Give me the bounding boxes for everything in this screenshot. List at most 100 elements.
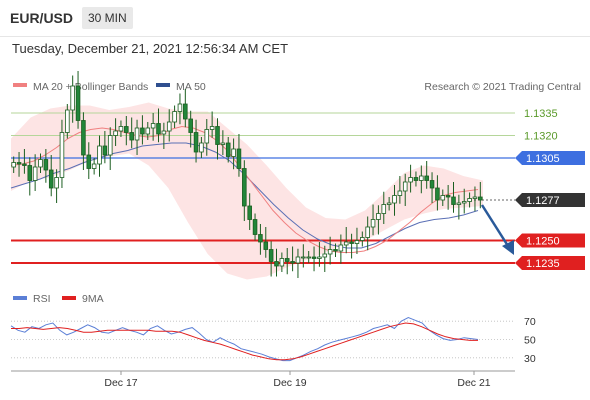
candle-body <box>145 127 151 135</box>
credit-text: Research © 2021 Trading Central <box>424 81 581 93</box>
candle-body <box>338 244 344 252</box>
candle-body <box>193 132 199 153</box>
candle-body <box>381 204 387 214</box>
candle-body <box>284 258 290 262</box>
ma20-legend-swatch <box>13 83 27 87</box>
candle-body <box>295 256 301 264</box>
candle-body <box>183 103 188 120</box>
candle-body <box>70 85 75 111</box>
timeframe-badge[interactable]: 30 MIN <box>82 7 133 29</box>
level-label-1.1235: 1.1235 <box>526 258 560 270</box>
candle-body <box>215 126 220 145</box>
candle-body <box>472 196 478 199</box>
candles <box>11 71 483 278</box>
candle-body <box>478 196 483 201</box>
rsi-series-9ma <box>11 322 478 361</box>
candle-body <box>290 261 295 264</box>
candle-body <box>333 249 338 252</box>
candle-body <box>16 162 22 165</box>
level-label-1.1250: 1.1250 <box>526 236 560 248</box>
candle-body <box>354 240 360 244</box>
candle-body <box>408 177 413 183</box>
rsi-tick-50: 50 <box>524 335 536 347</box>
candle-body <box>134 127 140 141</box>
ma50-legend-label: MA 50 <box>176 81 206 93</box>
candle-body <box>172 111 177 123</box>
x-tick-label: Dec 19 <box>273 377 306 389</box>
candle-body <box>258 234 263 243</box>
rsi-series-rsi <box>10 316 479 362</box>
candle-body <box>86 154 92 169</box>
forecast-arrow <box>480 204 514 255</box>
candle-body <box>311 256 317 259</box>
rsi-tick-30: 30 <box>524 353 536 365</box>
candle-body <box>419 175 424 181</box>
candle-body <box>166 121 172 132</box>
candle-body <box>27 165 33 181</box>
timestamp: Tuesday, December 21, 2021 12:56:34 AM C… <box>12 41 289 56</box>
price-labels: 1.1335 1.1320 1.1305 1.1277 1.1250 1.1235 <box>515 108 585 270</box>
rsi-legend-label: RSI <box>33 293 51 305</box>
candle-body <box>140 127 145 135</box>
candle-body <box>177 103 183 112</box>
symbol-title: EUR/USD <box>10 10 74 26</box>
x-tick-label: Dec 21 <box>457 377 490 389</box>
ma50-legend-swatch <box>156 83 170 87</box>
candle-body <box>59 132 65 178</box>
candle-body <box>445 195 451 198</box>
x-axis: Dec 17 Dec 19 Dec 21 <box>104 371 491 389</box>
candle-body <box>397 190 403 196</box>
ma20-legend-label: MA 20 + Bollinger Bands <box>33 81 148 93</box>
candle-body <box>413 177 419 181</box>
candle-body <box>156 123 161 135</box>
level-label-1.1320: 1.1320 <box>524 131 558 143</box>
candle-body <box>124 126 129 133</box>
candle-body <box>360 237 365 241</box>
candle-body <box>150 123 156 129</box>
candle-body <box>209 126 215 130</box>
candle-body <box>456 202 462 205</box>
candle-body <box>322 253 328 258</box>
candle-body <box>242 168 247 207</box>
forecast-arrow-shaft <box>480 204 510 247</box>
candle-body <box>102 145 108 156</box>
candle-body <box>91 163 97 169</box>
rsi-ma-legend-label: 9MA <box>82 293 104 305</box>
candle-body <box>435 187 440 201</box>
candle-body <box>268 249 274 262</box>
candle-body <box>204 129 210 144</box>
candle-body <box>263 241 269 250</box>
candle-body <box>327 249 333 255</box>
candle-body <box>220 142 226 145</box>
candle-body <box>306 256 311 259</box>
candle-body <box>22 163 27 166</box>
price-levels <box>11 112 515 264</box>
candle-body <box>451 196 456 205</box>
candle-body <box>32 166 38 181</box>
candle-body <box>231 148 236 157</box>
candle-body <box>38 159 43 168</box>
candle-body <box>65 109 70 133</box>
candle-body <box>252 219 258 235</box>
candle-body <box>247 205 252 220</box>
level-label-1.1335: 1.1335 <box>524 108 558 120</box>
bollinger-band <box>11 102 483 280</box>
candle-body <box>317 256 322 259</box>
x-tick-label: Dec 17 <box>104 377 137 389</box>
candle-body <box>365 226 370 238</box>
candle-body <box>429 180 435 189</box>
candle-body <box>370 219 376 228</box>
candle-body <box>161 130 167 135</box>
level-tag-1.1250 <box>515 233 585 248</box>
candle-body <box>279 258 285 267</box>
candle-body <box>392 195 397 204</box>
candle-body <box>440 195 446 201</box>
candle-body <box>113 130 118 136</box>
candle-body <box>188 118 193 133</box>
level-label-1.1277: 1.1277 <box>526 195 560 207</box>
candle-body <box>376 213 381 220</box>
level-label-1.1305: 1.1305 <box>526 153 560 165</box>
candle-body <box>11 162 16 168</box>
candle-body <box>424 175 429 181</box>
